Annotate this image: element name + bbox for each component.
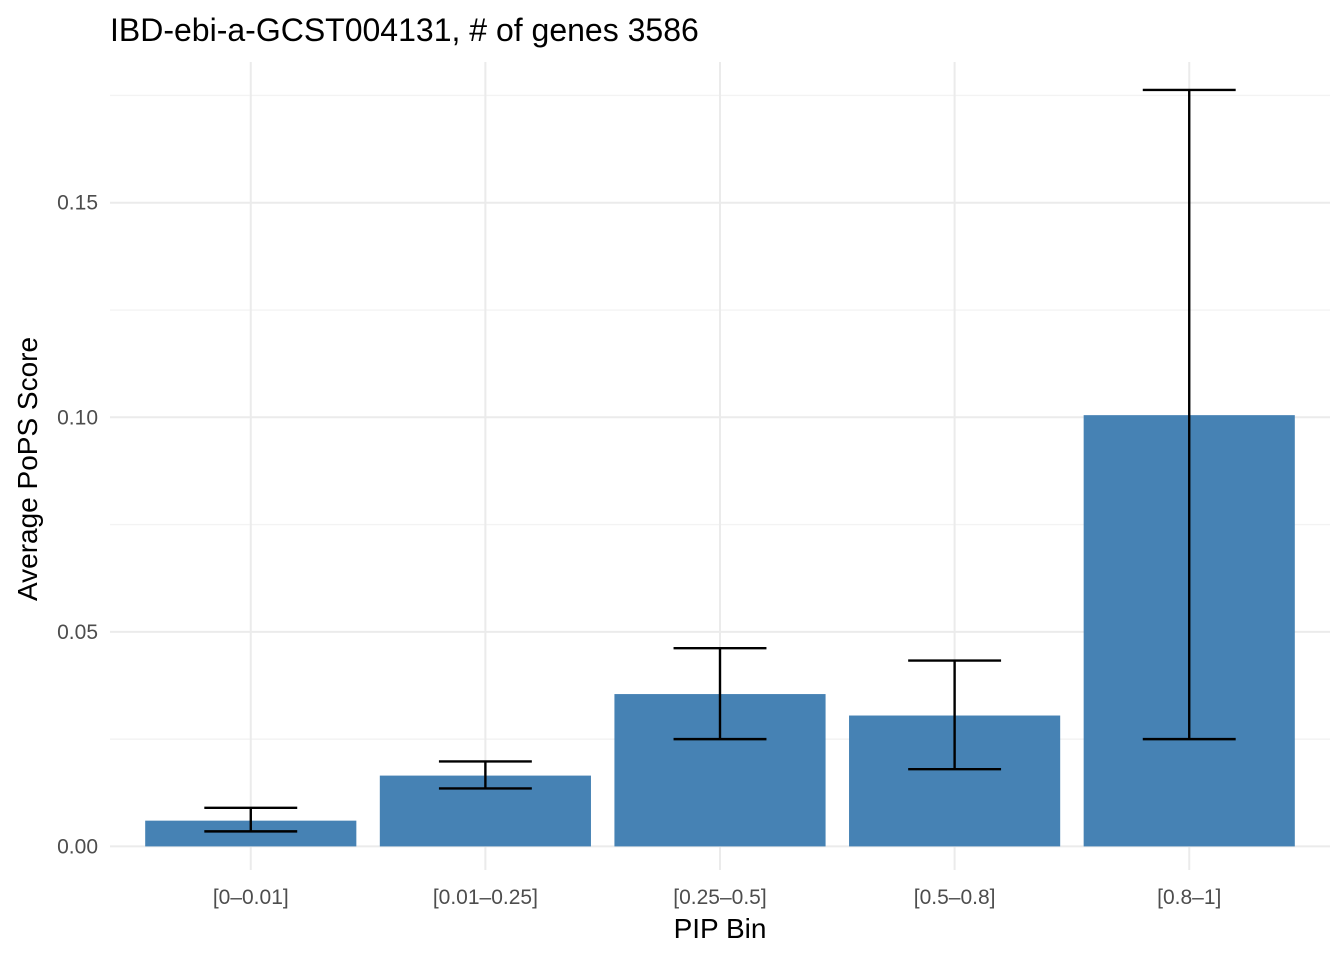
x-tick-label: [0.01–0.25]: [433, 886, 538, 909]
x-tick-label: [0.5–0.8]: [914, 886, 996, 909]
x-tick-label: [0.25–0.5]: [673, 886, 766, 909]
y-tick-label: 0.05: [57, 621, 98, 644]
y-tick-label: 0.15: [57, 192, 98, 215]
error-bar-1: [438, 760, 532, 790]
chart-title: IBD-ebi-a-GCST004131, # of genes 3586: [110, 12, 699, 48]
error-bar-2: [673, 646, 767, 741]
y-axis-ticks: 0.00 0.05 0.10 0.15: [57, 192, 98, 859]
error-bar-4: [1142, 88, 1236, 741]
error-bar-0: [204, 806, 298, 833]
x-axis-ticks: [0–0.01] [0.01–0.25] [0.25–0.5] [0.5–0.8] [0…: [213, 886, 1222, 909]
y-tick-label: 0.00: [57, 835, 98, 858]
x-tick-label: [0.8–1]: [1157, 886, 1221, 909]
x-axis-title: PIP Bin: [674, 913, 767, 944]
y-tick-label: 0.10: [57, 406, 98, 429]
x-tick-label: [0–0.01]: [213, 886, 289, 909]
y-axis-title: Average PoPS Score: [12, 337, 43, 601]
error-bars: [204, 88, 1236, 833]
error-bar-3: [908, 659, 1002, 771]
